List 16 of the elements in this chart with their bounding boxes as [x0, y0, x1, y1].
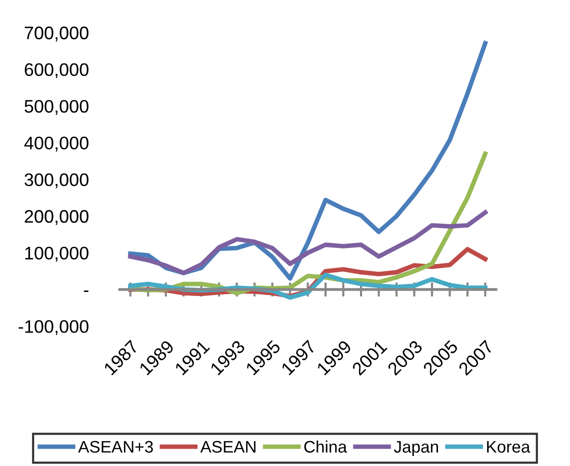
- y-tick-label: 700,000: [24, 26, 88, 42]
- y-tick-label: 200,000: [24, 210, 88, 225]
- y-tick-label: -: [84, 290, 88, 292]
- legend-label: ASEAN: [200, 440, 256, 453]
- legend-label: Korea: [487, 441, 530, 453]
- line-series: [128, 272, 488, 300]
- y-tick-label: -100,000: [18, 320, 88, 336]
- y-tick-label: 300,000: [24, 173, 88, 188]
- y-tick-label: 100,000: [25, 246, 88, 262]
- y-tick-label: 500,000: [24, 100, 88, 115]
- legend-label: Japan: [394, 441, 438, 456]
- legend-label: ASEAN+3: [78, 440, 153, 453]
- line-series: [128, 210, 488, 276]
- y-tick-label: 600,000: [24, 63, 88, 78]
- y-tick-label: 400,000: [24, 136, 88, 152]
- legend-label: China: [304, 440, 348, 453]
